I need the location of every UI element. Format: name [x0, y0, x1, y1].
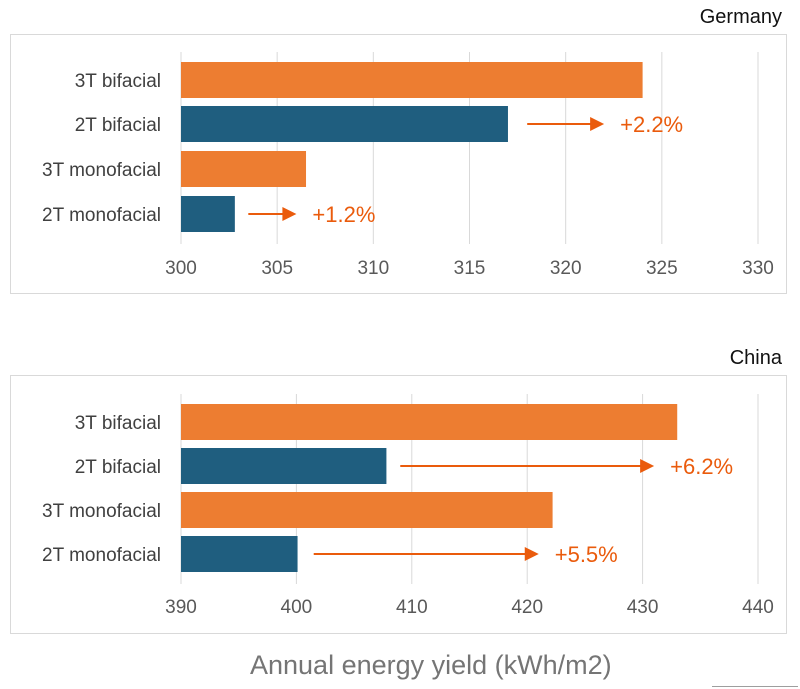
- x-tick-label: 325: [646, 258, 678, 279]
- x-tick-label: 390: [165, 597, 197, 618]
- bar: [181, 196, 235, 232]
- annotation-arrow-head: [282, 207, 297, 221]
- category-label: 3T monofacial: [42, 160, 161, 181]
- annotation-arrow-head: [590, 117, 605, 131]
- category-label: 3T bifacial: [75, 71, 161, 92]
- annotation-label: +2.2%: [620, 112, 683, 137]
- category-label: 3T bifacial: [75, 413, 161, 434]
- x-tick-label: 320: [550, 258, 582, 279]
- bar: [181, 492, 553, 528]
- x-tick-label: 430: [627, 597, 659, 618]
- bar: [181, 151, 307, 187]
- bar: [181, 404, 678, 440]
- category-label: 2T bifacial: [75, 115, 161, 136]
- china-title: China: [729, 347, 782, 369]
- x-tick-label: 420: [511, 597, 543, 618]
- x-tick-label: 400: [281, 597, 313, 618]
- germany-title: Germany: [699, 6, 782, 28]
- x-tick-label: 315: [454, 258, 486, 279]
- category-label: 2T monofacial: [42, 205, 161, 226]
- bar: [181, 62, 643, 98]
- category-label: 3T monofacial: [42, 501, 161, 522]
- bar: [181, 536, 298, 572]
- annotation-arrow-head: [640, 459, 655, 473]
- footer-rule: [712, 686, 798, 687]
- x-tick-label: 330: [742, 258, 774, 279]
- germany-chart: 300 305 310 315 320 325 330 3T bifacial 2T bifac…: [10, 34, 787, 294]
- annotation-arrow-head: [524, 547, 539, 561]
- category-label: 2T monofacial: [42, 545, 161, 566]
- x-tick-label: 440: [742, 597, 774, 618]
- category-label: 2T bifacial: [75, 457, 161, 478]
- x-axis-title: Annual energy yield (kWh/m2): [250, 650, 612, 680]
- china-chart-svg: 390 400 410 420 430 440 3T bifacial 2T bifacial…: [42, 394, 774, 618]
- china-chart: 390 400 410 420 430 440 3T bifacial 2T bifacial…: [10, 375, 787, 634]
- annotation-label: +1.2%: [312, 202, 375, 227]
- annotation-label: +5.5%: [555, 542, 618, 567]
- annotation-label: +6.2%: [670, 454, 733, 479]
- germany-chart-svg: 300 305 310 315 320 325 330 3T bifacial 2T bifac…: [42, 52, 774, 279]
- x-tick-label: 305: [261, 258, 293, 279]
- x-tick-label: 300: [165, 258, 197, 279]
- x-tick-label: 410: [396, 597, 428, 618]
- x-tick-label: 310: [357, 258, 389, 279]
- bar: [181, 448, 387, 484]
- bar: [181, 106, 508, 142]
